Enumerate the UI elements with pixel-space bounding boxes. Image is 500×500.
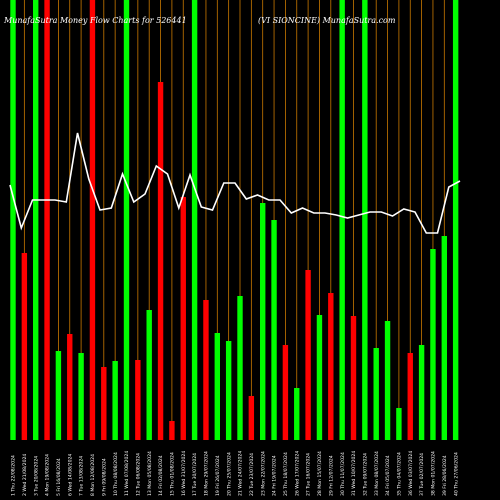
bar-4 [44, 0, 50, 440]
bar-18 [203, 300, 209, 440]
x-tick-label: 3 Tue 20/08/2024 [33, 456, 39, 496]
x-tick-label: 23 Mon 22/07/2024 [260, 451, 266, 496]
bar-7 [78, 353, 84, 440]
x-tick-label: 13 Mon 05/08/2024 [147, 451, 153, 496]
x-tick-label: 35 Thu 04/07/2024 [397, 452, 403, 496]
x-tick-labels: 1 Thu 22/08/2024 2 Wed 21/08/2024 3 Tue 20… [11, 451, 460, 496]
bar-19 [214, 333, 220, 440]
x-tick-label: 7 Tue 13/08/2024 [79, 456, 85, 496]
x-tick-label: 39 Fri 28/06/2024 [442, 455, 448, 496]
bar-37 [418, 345, 425, 440]
x-tick-label: 1 Thu 22/08/2024 [11, 455, 17, 496]
money-flow-line [9, 132, 461, 234]
bar-28 [316, 315, 323, 440]
x-tick-label: 27 Tue 16/07/2024 [306, 453, 312, 496]
x-tick-label: 40 Thu 27/06/2024 [453, 452, 459, 496]
bar-26 [294, 388, 300, 440]
bar-3 [33, 0, 39, 440]
x-tick-label: 6 Wed 14/08/2024 [67, 454, 73, 496]
bar-13 [146, 310, 152, 440]
bar-10 [112, 361, 118, 440]
x-tick-label: 4 Mon 19/08/2024 [45, 454, 51, 496]
chart-title: MunafaSutra Money Flow Charts for 526441 [3, 16, 187, 25]
x-tick-label: 17 Tue 30/07/2024 [192, 453, 198, 496]
x-tick-label: 36 Wed 03/07/2024 [408, 451, 414, 496]
x-tick-label: 29 Fri 12/07/2024 [328, 455, 334, 496]
bar-24 [271, 220, 277, 440]
bar-25 [282, 345, 289, 440]
x-tick-label: 21 Wed 24/07/2024 [238, 451, 244, 496]
bars [10, 0, 459, 440]
bar-32 [362, 0, 368, 440]
bar-35 [396, 408, 402, 440]
bar-16 [180, 197, 186, 440]
x-tick-label: 28 Mon 15/07/2024 [317, 451, 323, 496]
x-tick-label: 22 Tue 23/07/2024 [249, 453, 255, 496]
bar-33 [373, 348, 379, 440]
x-tick-label: 26 Wed 17/07/2024 [294, 451, 300, 496]
bar-2 [21, 253, 28, 440]
bar-31 [350, 316, 357, 440]
bar-8 [89, 0, 96, 440]
x-tick-label: 15 Thu 01/08/2024 [170, 452, 176, 496]
bar-39 [441, 236, 447, 440]
x-tick-label: 34 Fri 05/07/2024 [385, 455, 391, 496]
x-tick-label: 18 Mon 29/07/2024 [204, 451, 210, 496]
bar-21 [237, 296, 243, 440]
bar-34 [384, 321, 391, 440]
x-tick-label: 10 Thu 08/08/2024 [113, 452, 119, 496]
x-tick-label: 9 Fri 09/08/2024 [101, 458, 107, 496]
x-tick-label: 5 Fri 16/08/2024 [56, 458, 62, 496]
bar-15 [169, 421, 175, 440]
bar-27 [305, 270, 311, 440]
bar-20 [225, 341, 232, 440]
bar-11 [123, 0, 130, 440]
bar-38 [430, 249, 436, 440]
bar-29 [328, 293, 334, 440]
x-tick-label: 16 Wed 31/07/2024 [181, 451, 187, 496]
x-tick-label: 31 Wed 10/07/2024 [351, 451, 357, 496]
bar-36 [407, 353, 413, 440]
x-tick-label: 2 Wed 21/08/2024 [22, 454, 28, 496]
bar-22 [248, 396, 255, 440]
bar-1 [10, 0, 16, 440]
bar-6 [67, 334, 73, 440]
x-tick-label: 24 Fri 19/07/2024 [272, 455, 278, 496]
x-tick-label: 30 Thu 11/07/2024 [340, 452, 346, 496]
x-tick-label: 25 Thu 18/07/2024 [283, 452, 289, 496]
x-tick-label: 19 Fri 26/07/2024 [215, 455, 221, 496]
x-tick-label: 14 Fri 02/08/2024 [158, 455, 164, 496]
x-tick-label: 8 Mon 12/08/2024 [90, 454, 96, 496]
bar-14 [157, 82, 164, 440]
x-tick-label: 33 Mon 08/07/2024 [374, 451, 380, 496]
x-tick-label: 32 Tue 09/07/2024 [362, 453, 368, 496]
bar-5 [55, 351, 62, 440]
x-tick-label: 11 Wed 07/08/2024 [124, 451, 130, 496]
x-tick-label: 12 Tue 06/08/2024 [135, 453, 141, 496]
x-tick-label: 37 Tue 02/07/2024 [419, 453, 425, 496]
bar-23 [260, 203, 266, 440]
bar-17 [191, 0, 198, 440]
x-tick-label: 20 Thu 25/07/2024 [226, 452, 232, 496]
chart-title-right: (VI SIONCINE) MunafaSutra.com [258, 16, 396, 25]
bar-12 [135, 360, 141, 440]
bar-40 [452, 0, 459, 440]
bar-30 [339, 0, 345, 440]
x-tick-label: 38 Mon 01/07/2024 [431, 451, 437, 496]
bar-9 [101, 367, 107, 440]
